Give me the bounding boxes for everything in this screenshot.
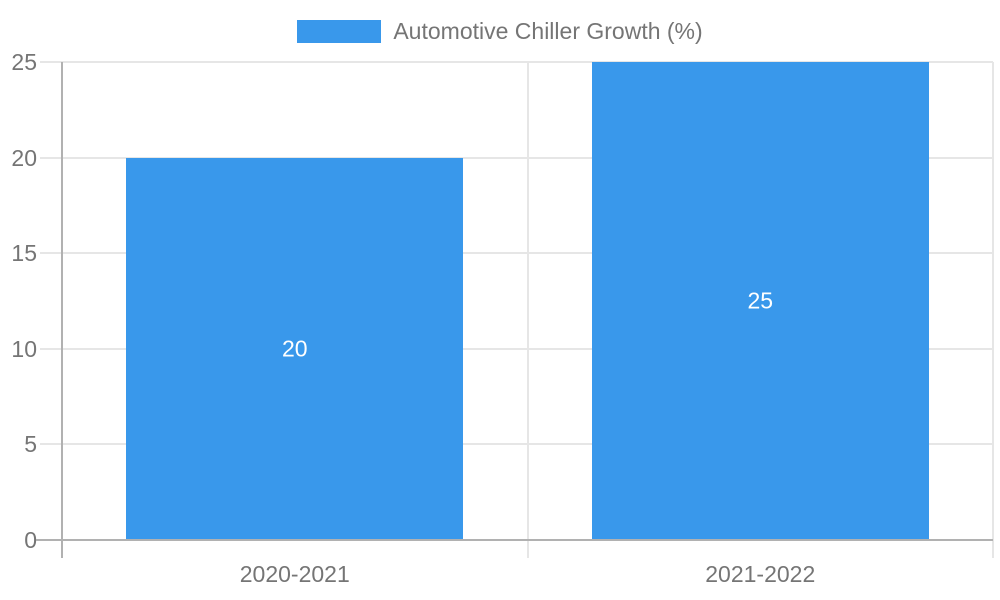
h-gridline [40,61,993,63]
chart-legend: Automotive Chiller Growth (%) [0,18,1000,44]
h-gridline [40,443,993,446]
category-label: 2020-2021 [239,561,350,587]
legend-swatch [297,19,382,43]
column-divider [526,62,529,558]
y-tick-label: 10 [11,335,37,362]
y-tick-label: 5 [24,431,37,458]
bar-value-label: 25 [747,287,774,314]
y-tick-label: 25 [11,49,37,75]
y-axis-line [61,62,63,558]
y-tick-label: 0 [24,527,37,553]
column-divider [992,62,994,558]
h-gridline [40,347,993,350]
y-tick-label: 20 [11,144,37,171]
h-gridline [40,156,993,159]
category-label: 2021-2022 [705,561,816,587]
bar-value-label: 20 [281,335,308,362]
y-tick-label: 15 [11,240,37,267]
bar[interactable]: 20 [126,157,464,540]
bar[interactable]: 25 [591,62,929,540]
plot-area: 0 5 10 15 20 25 20 25 2020-2021 2021-2022 [11,49,994,587]
x-axis-line [36,539,993,541]
legend-label: Automotive Chiller Growth (%) [393,18,703,44]
h-gridline [40,252,993,255]
